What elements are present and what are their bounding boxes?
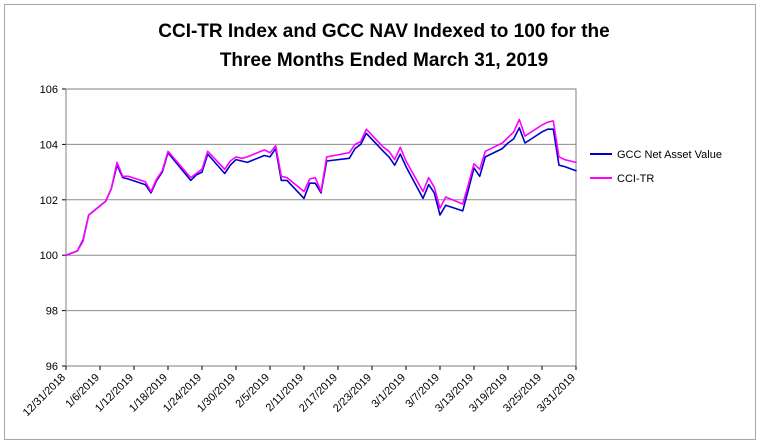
axes: 969810010210410612/31/20181/6/20191/12/2… xyxy=(21,84,578,419)
y-tick-label: 106 xyxy=(40,84,58,96)
y-tick-label: 98 xyxy=(46,306,58,318)
x-tick-label: 12/31/2018 xyxy=(21,372,68,419)
chart-frame xyxy=(4,4,756,440)
plot-area xyxy=(65,88,577,367)
y-tick-label: 96 xyxy=(46,361,58,373)
chart-title-line-1: CCI-TR Index and GCC NAV Indexed to 100 … xyxy=(158,21,609,42)
x-tick-label: 3/1/2019 xyxy=(369,372,408,411)
series-lines xyxy=(65,118,577,256)
chart-title-line-2: Three Months Ended March 31, 2019 xyxy=(220,50,548,71)
gridlines xyxy=(66,88,576,312)
legend-label: GCC Net Asset Value xyxy=(617,149,722,161)
legend-label: CCI-TR xyxy=(617,173,654,185)
y-tick-label: 104 xyxy=(40,139,58,151)
y-tick-label: 102 xyxy=(40,195,58,207)
y-tick-label: 100 xyxy=(40,250,58,262)
series-line-cci-tr xyxy=(65,118,577,256)
legend: GCC Net Asset Value CCI-TR xyxy=(590,149,722,185)
